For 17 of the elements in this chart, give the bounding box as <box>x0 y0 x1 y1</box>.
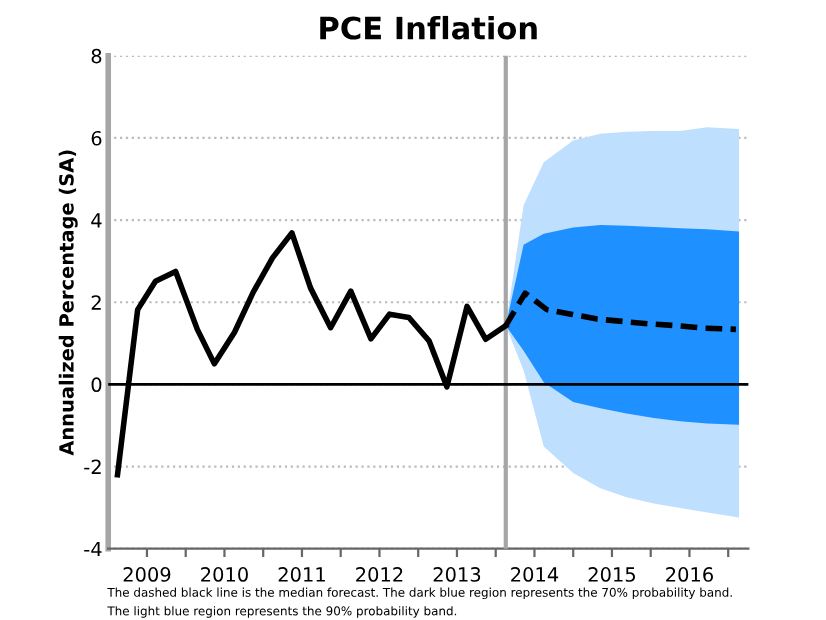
x-tick-label: 2009 <box>123 567 171 582</box>
x-tick-label: 2011 <box>278 567 325 582</box>
y-tick-label: 2 <box>91 295 101 310</box>
y-tick-label: 0 <box>91 377 102 393</box>
y-tick-label: -4 <box>84 541 102 557</box>
y-axis-title: Annualized Percentage (SA) <box>58 150 78 456</box>
x-tick-label: 2014 <box>511 567 559 582</box>
x-tick-label: 2016 <box>666 567 713 582</box>
x-tick-label: 2013 <box>433 567 481 582</box>
x-tick-label: 2015 <box>588 567 635 582</box>
chart-title: PCE Inflation <box>320 15 537 40</box>
y-tick-label: 8 <box>91 48 102 64</box>
x-tick-label: 2010 <box>201 567 248 582</box>
y-tick-label: -2 <box>84 459 101 474</box>
y-tick-label: 4 <box>91 213 102 228</box>
x-tick-label: 2012 <box>356 567 403 582</box>
y-tick-label: 6 <box>91 130 102 146</box>
